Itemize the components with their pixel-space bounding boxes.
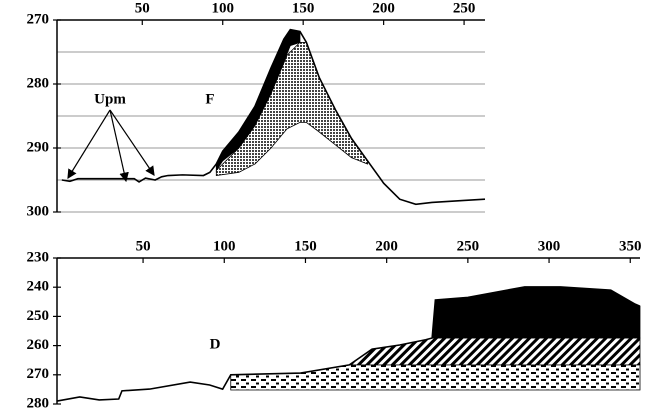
x-tick-label: 50 — [136, 238, 151, 254]
area-diagonal — [348, 337, 641, 366]
profile-line — [61, 28, 486, 206]
y-tick-label: 290 — [27, 139, 50, 155]
x-tick-label: 300 — [538, 238, 561, 254]
x-tick-label: 250 — [457, 238, 480, 254]
annotation-arrow — [109, 109, 129, 183]
x-tick-label: 250 — [453, 0, 476, 16]
annotation-arrow — [109, 109, 155, 176]
y-tick-label: 280 — [27, 75, 50, 91]
x-tick-label: 50 — [135, 0, 150, 16]
y-tick-label: 270 — [27, 11, 50, 27]
area-dashes — [230, 364, 641, 391]
area-stipple — [215, 42, 368, 176]
annotation: F — [205, 91, 214, 107]
profile-line — [56, 286, 641, 402]
x-tick-label: 200 — [372, 0, 395, 16]
x-tick-label: 100 — [211, 0, 234, 16]
y-tick-label: 300 — [27, 203, 50, 219]
y-tick-label: 260 — [27, 337, 50, 353]
x-tick-label: 350 — [619, 238, 642, 254]
annotation: D — [210, 336, 221, 352]
annotation: Upm — [94, 91, 126, 107]
x-tick-label: 100 — [213, 238, 236, 254]
x-tick-label: 150 — [294, 238, 317, 254]
y-tick-label: 240 — [27, 279, 50, 295]
y-tick-label: 280 — [27, 395, 50, 410]
y-tick-label: 230 — [27, 249, 50, 265]
annotation-arrow — [67, 109, 111, 180]
area-black — [431, 286, 641, 339]
y-tick-label: 270 — [27, 366, 50, 382]
x-tick-label: 200 — [375, 238, 398, 254]
x-tick-label: 150 — [292, 0, 315, 16]
y-tick-label: 250 — [27, 308, 50, 324]
